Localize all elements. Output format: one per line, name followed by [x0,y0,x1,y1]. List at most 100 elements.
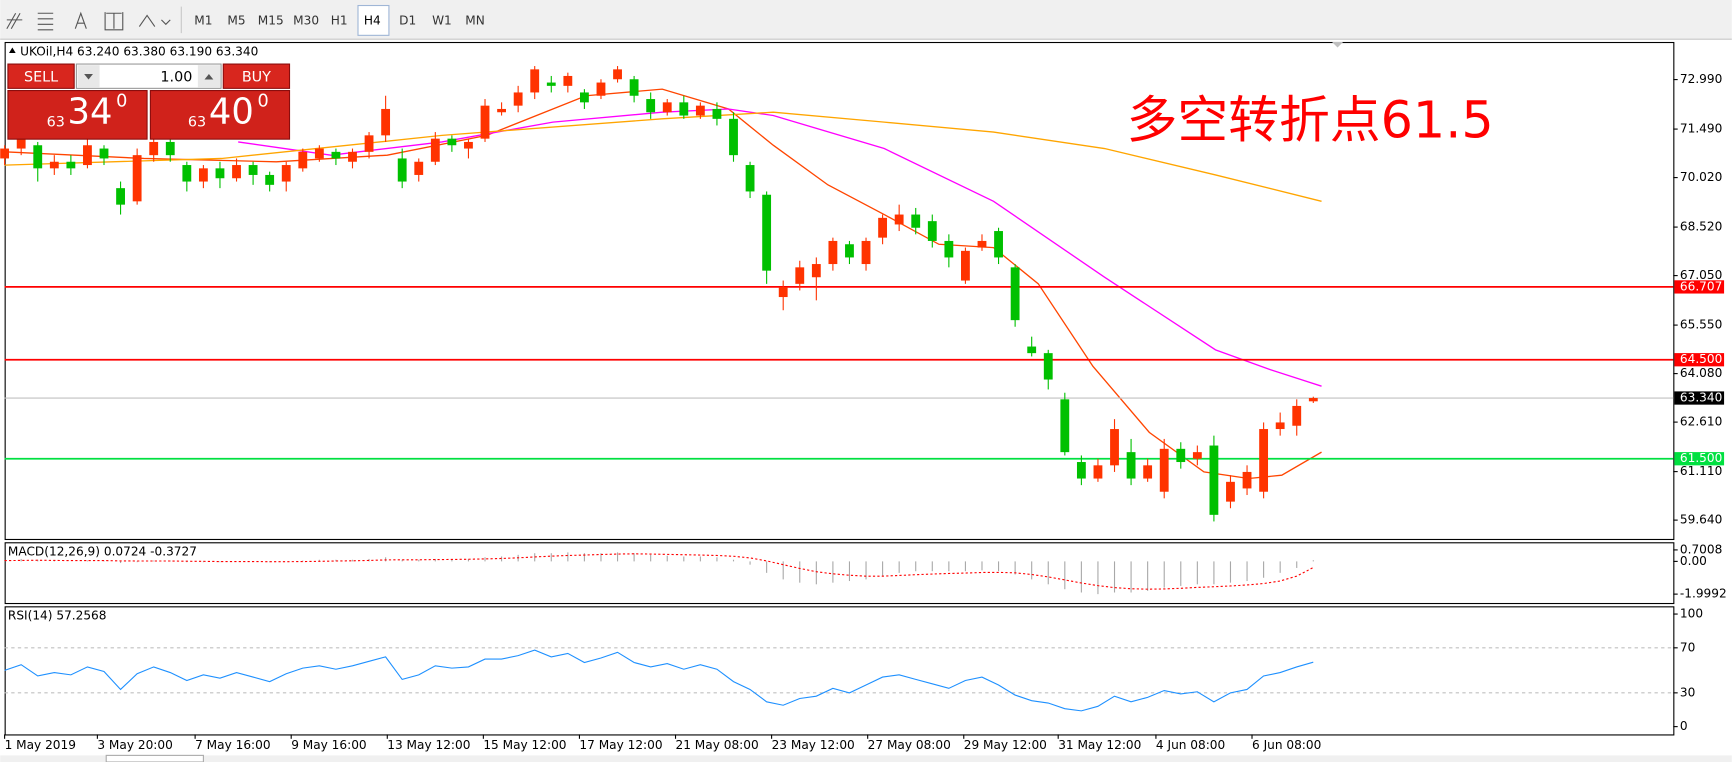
level-label: 63.340 [1680,391,1722,405]
candle-body [712,108,722,119]
candle-body [1242,471,1252,489]
moving-average [4,111,1322,202]
candle-body [149,141,159,156]
buy-button[interactable] [222,63,291,89]
candle-body [132,155,142,202]
timeframe-button[interactable]: M30 [293,13,319,27]
y-tick-label: 0.00 [1680,554,1707,568]
x-tick-label: 1 May 2019 [5,738,76,752]
candle-body [1275,422,1285,430]
sell-button[interactable] [7,63,75,89]
candle-body [961,250,970,281]
moving-average [4,88,1322,480]
timeframe-button[interactable]: H1 [331,13,348,27]
candle-body [198,168,208,182]
x-tick-label: 3 May 20:00 [97,738,172,752]
candle-body [828,240,838,265]
buy-price-big: 40 [209,92,254,133]
candle-body [248,165,258,175]
candle-body [679,102,689,116]
icon-label[interactable] [104,12,124,31]
icon-shapes[interactable] [138,14,171,27]
up-arrow [204,73,214,80]
tab[interactable] [105,754,204,762]
candle-body [331,151,341,159]
timeframe-group: M1 M5 M15 M30 H1 H4 D1 W1 MN [194,13,485,27]
x-tick-label: 31 May 12:00 [1058,738,1141,752]
candle-body [265,174,275,185]
toolbar [0,0,1732,40]
icon-text[interactable] [74,11,87,29]
candle-body [1292,405,1302,426]
x-tick-label: 21 May 08:00 [676,738,759,752]
timeframe-button[interactable]: MN [465,13,485,27]
timeframe-button[interactable]: M1 [194,13,212,27]
candle-body [1093,465,1103,479]
candle-body [16,138,26,149]
candle-body [662,102,672,113]
macd-frame [4,542,1675,605]
y-tick-label: 0.7008 [1680,542,1722,556]
timeframe-button[interactable]: W1 [432,13,452,27]
candle-body [49,161,59,169]
candle-body [729,118,738,156]
candle-body [397,158,407,182]
candle-body [629,79,639,96]
candle-body [861,240,871,265]
volume-value[interactable]: 1.00 [160,69,192,85]
candle-body [464,141,473,149]
buy-label[interactable]: BUY [242,69,271,85]
level-label-box [1674,452,1725,466]
candle-body [232,165,241,179]
candle-body [513,92,523,106]
candle-body [430,138,440,162]
candle-body [165,141,175,156]
candle-body [1308,398,1318,402]
level-label-box [1674,391,1725,405]
candle-body [944,240,954,258]
rsi-frame [4,606,1675,736]
candle-body [314,148,324,159]
sell-price-box[interactable] [7,90,148,140]
sell-price-small: 63 [47,115,65,131]
icon-lines[interactable] [37,12,54,31]
candle-body [695,105,705,116]
y-tick-label: 100 [1680,607,1703,621]
timeframe-button[interactable]: D1 [399,13,416,27]
toolbar-icons [6,6,182,34]
y-tick-label: 68.520 [1680,220,1722,234]
level-label: 64.500 [1680,352,1722,366]
level-label-box [1674,280,1725,294]
level-label-box [1674,353,1725,367]
tab-strip [0,755,1732,762]
candle-body [414,161,424,175]
y-tick-label: 30 [1680,685,1695,699]
candle-body [381,108,391,136]
timeframe-button[interactable]: M5 [227,13,245,27]
timeframe-button[interactable]: H4 [364,13,381,27]
candle-body [977,240,987,248]
candle-body [116,188,125,205]
x-tick-label: 15 May 12:00 [483,738,566,752]
collapse-arrow[interactable] [9,47,16,54]
candle-body [1076,462,1086,479]
candle-body [845,244,854,258]
x-tick-label: 29 May 12:00 [964,738,1047,752]
candle-body [579,92,589,103]
buy-price-box[interactable] [149,90,291,140]
y-tick-label: 70.020 [1680,170,1722,184]
timeframe-button[interactable]: M15 [258,13,284,27]
icon-grid[interactable] [6,12,23,29]
candle-body [596,82,606,96]
macd-signal-line [4,553,1314,590]
volume-field[interactable] [75,63,222,89]
candle-body [1126,452,1136,479]
sell-label[interactable]: SELL [24,69,58,85]
level-label: 66.707 [1680,279,1722,293]
y-tick-label: 61.110 [1680,464,1722,478]
shift-marker [1332,41,1344,48]
sell-price-big: 34 [68,92,113,133]
sell-price-sup: 0 [116,92,127,112]
y-tick-label: 0 [1680,719,1688,733]
